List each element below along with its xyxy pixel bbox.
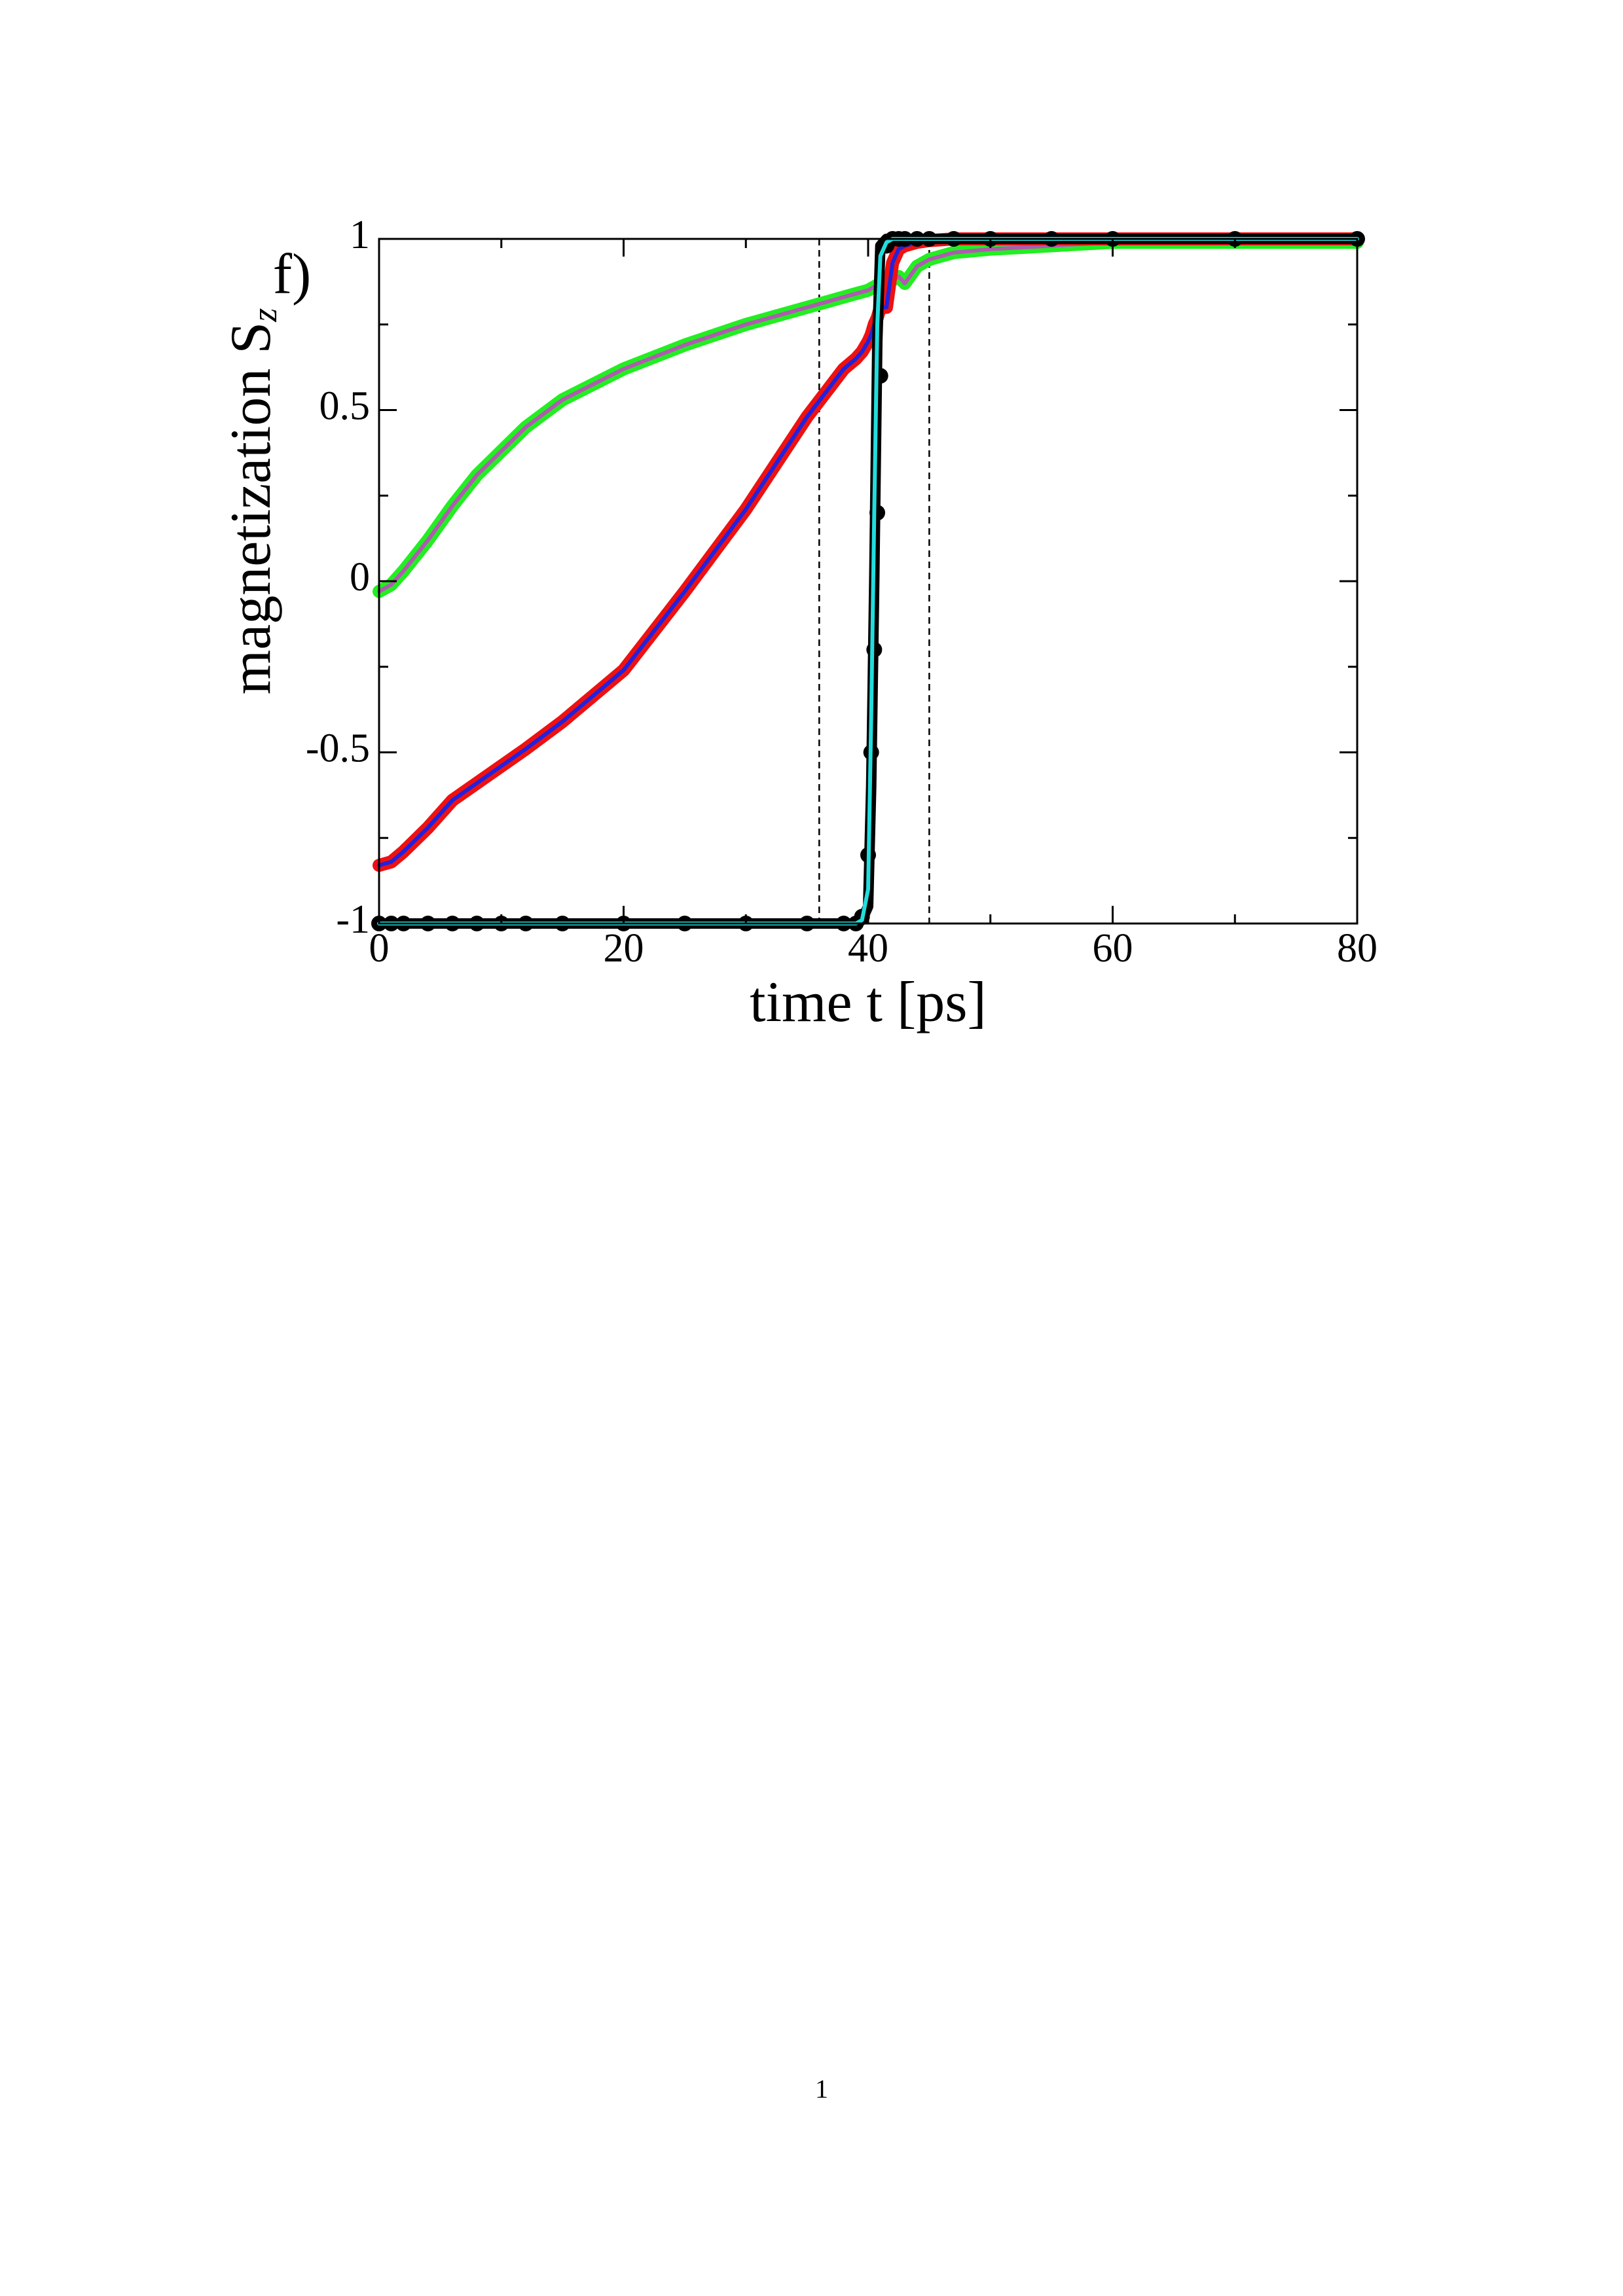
x-axis-label: time t [ps] [750, 971, 987, 1034]
x-tick-label: 0 [369, 926, 390, 971]
y-tick-label: 1 [350, 213, 370, 257]
y-tick-label: -0.5 [306, 726, 370, 771]
x-tick-label: 60 [1093, 926, 1133, 971]
y-axis-label-sub: z [245, 308, 284, 323]
series-line [377, 240, 1359, 594]
panel-annotation: f) [273, 243, 312, 306]
x-tick-label: 20 [604, 926, 644, 971]
y-axis-label-main: magnetization S [219, 322, 283, 694]
y-tick-label: 0.5 [319, 384, 371, 429]
y-tick-label: 0 [350, 555, 370, 600]
page-number: 1 [815, 2074, 828, 2104]
x-tick-label: 40 [848, 926, 888, 971]
y-tick-label: -1 [336, 897, 370, 942]
x-tick-label: 80 [1337, 926, 1377, 971]
y-axis-label: magnetization Sz [219, 308, 284, 694]
